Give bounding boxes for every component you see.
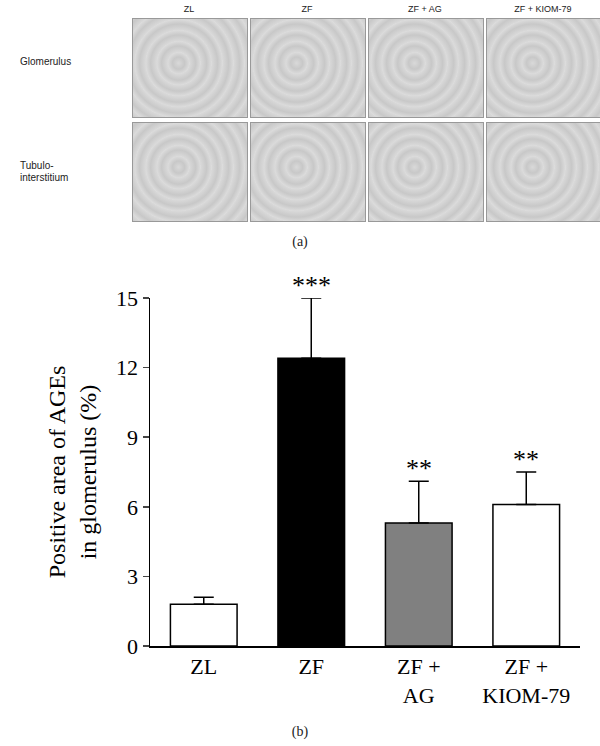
svg-text:**: ** bbox=[513, 445, 539, 474]
svg-text:6: 6 bbox=[127, 495, 138, 520]
svg-text:Positive area of AGEsin glomer: Positive area of AGEsin glomerulus (%) bbox=[44, 366, 101, 579]
html-text:interstitium: interstitium bbox=[20, 172, 69, 183]
svg-text:ZF +KIOM-79: ZF +KIOM-79 bbox=[482, 654, 570, 708]
html-text:ZF + KIOM-79: ZF + KIOM-79 bbox=[514, 4, 572, 14]
svg-text:3: 3 bbox=[127, 564, 138, 589]
html-text:(a): (a) bbox=[292, 234, 308, 249]
svg-text:**: ** bbox=[406, 454, 432, 483]
svg-text:ZL: ZL bbox=[190, 654, 217, 679]
html-text:Glomerulus: Glomerulus bbox=[20, 56, 72, 67]
svg-text:15: 15 bbox=[116, 286, 138, 311]
html-text:ZF + AG: ZF + AG bbox=[408, 4, 442, 14]
svg-text:ZF +AG: ZF +AG bbox=[397, 654, 441, 708]
svg-text:***: *** bbox=[292, 271, 331, 300]
html-text:ZF: ZF bbox=[301, 4, 313, 14]
html-text:ZL: ZL bbox=[183, 4, 195, 14]
svg-text:ZF: ZF bbox=[298, 654, 324, 679]
html-text:Tubulo-: Tubulo- bbox=[20, 160, 54, 171]
svg-text:9: 9 bbox=[127, 425, 138, 450]
svg-text:0: 0 bbox=[127, 634, 138, 659]
html-text:(b): (b) bbox=[291, 724, 309, 739]
svg-text:12: 12 bbox=[116, 355, 138, 380]
